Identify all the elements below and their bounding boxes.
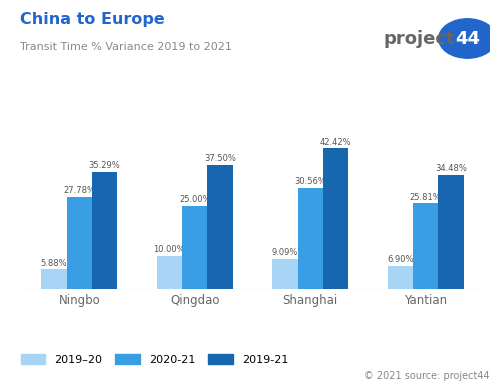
- Bar: [323, 148, 348, 289]
- Circle shape: [438, 19, 496, 58]
- Text: 6.90%: 6.90%: [387, 255, 413, 264]
- Text: project: project: [384, 30, 456, 47]
- Text: © 2021 source: project44: © 2021 source: project44: [364, 371, 490, 381]
- Bar: [182, 206, 208, 289]
- Bar: [272, 259, 297, 289]
- Text: 44: 44: [455, 30, 480, 47]
- Text: 30.56%: 30.56%: [294, 177, 326, 186]
- Text: 9.09%: 9.09%: [272, 248, 298, 257]
- Text: 25.81%: 25.81%: [410, 192, 442, 202]
- Bar: [388, 266, 413, 289]
- Bar: [156, 256, 182, 289]
- Text: 42.42%: 42.42%: [320, 138, 352, 147]
- Text: 37.50%: 37.50%: [204, 154, 236, 163]
- Bar: [92, 172, 118, 289]
- Legend: 2019–20, 2020-21, 2019-21: 2019–20, 2020-21, 2019-21: [16, 350, 292, 369]
- Text: 5.88%: 5.88%: [40, 259, 67, 268]
- Bar: [41, 269, 66, 289]
- Text: 34.48%: 34.48%: [435, 164, 467, 173]
- Text: 35.29%: 35.29%: [89, 161, 120, 170]
- Text: 10.00%: 10.00%: [154, 245, 185, 254]
- Text: 27.78%: 27.78%: [64, 186, 96, 195]
- Bar: [66, 197, 92, 289]
- Text: China to Europe: China to Europe: [20, 12, 165, 27]
- Text: Transit Time % Variance 2019 to 2021: Transit Time % Variance 2019 to 2021: [20, 42, 232, 52]
- Bar: [298, 187, 323, 289]
- Bar: [208, 165, 233, 289]
- Bar: [413, 203, 438, 289]
- Bar: [438, 174, 464, 289]
- Text: 25.00%: 25.00%: [179, 195, 210, 204]
